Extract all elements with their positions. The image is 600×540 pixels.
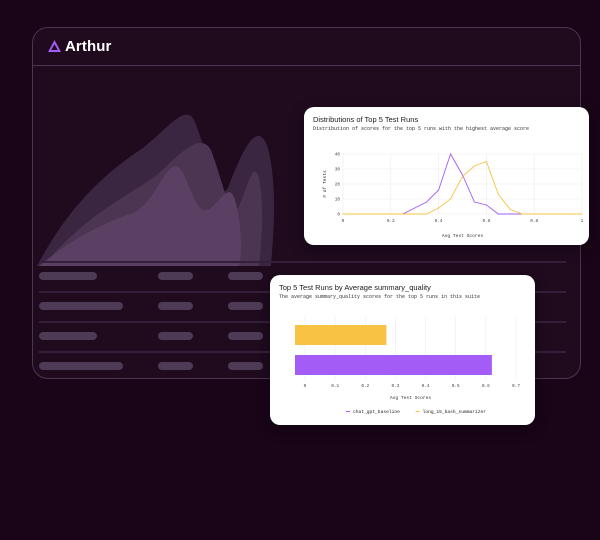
x-tick-label: 0.4 — [435, 219, 443, 224]
data-point — [473, 165, 475, 167]
data-point — [521, 213, 523, 215]
data-point — [485, 204, 487, 206]
data-point — [533, 213, 535, 215]
x-tick-label: 0.4 — [422, 384, 430, 389]
data-point — [461, 174, 464, 176]
placeholder-cell — [39, 302, 123, 310]
average-score-card: Top 5 Test Runs by Average summary_quali… — [270, 275, 535, 425]
legend-label: chat_gpt_baseline — [353, 409, 400, 415]
data-point — [461, 175, 464, 178]
distribution-card-title: Distributions of Top 5 Test Runs — [313, 115, 419, 124]
placeholder-cell — [39, 272, 97, 280]
row-divider — [39, 261, 566, 263]
data-point — [485, 160, 487, 163]
y-tick-label: 0 — [337, 213, 340, 218]
x-tick-label: 0.1 — [331, 384, 339, 389]
distribution-card: Distributions of Top 5 Test Runs Distrib… — [304, 107, 589, 245]
data-point — [414, 213, 416, 215]
average-score-card-title: Top 5 Test Runs by Average summary_quali… — [279, 283, 431, 292]
x-tick-label: 1 — [581, 219, 584, 224]
data-point — [473, 201, 475, 203]
x-tick-label: 0.6 — [482, 384, 490, 389]
data-point — [438, 207, 440, 209]
x-tick-label: 0 — [304, 384, 307, 389]
placeholder-cell — [39, 332, 97, 340]
hero-illustration — [37, 114, 275, 267]
distribution-card-subtitle: Distribution of scores for the top 5 run… — [313, 126, 530, 132]
placeholder-cell — [228, 362, 263, 370]
data-point — [426, 201, 428, 203]
data-point — [414, 207, 416, 209]
x-tick-label: 0.2 — [361, 384, 369, 389]
series-line — [343, 160, 582, 215]
x-tick-label: 0.3 — [391, 384, 399, 389]
x-tick-label: 0.8 — [530, 219, 538, 224]
data-point — [497, 193, 499, 196]
arthur-logo-icon — [48, 40, 61, 52]
x-tick-label: 0 — [342, 219, 345, 224]
placeholder-cell — [158, 362, 193, 370]
x-tick-label: 0.7 — [512, 384, 520, 389]
y-axis-label: # of Tests — [322, 170, 328, 198]
data-point — [450, 153, 452, 155]
data-point — [390, 213, 392, 215]
y-tick-label: 30 — [335, 168, 341, 173]
placeholder-cell — [228, 332, 263, 340]
data-point — [450, 198, 452, 200]
title-bar: Arthur — [33, 28, 580, 66]
placeholder-cell — [228, 302, 263, 310]
x-axis-label: Avg Test Scores — [390, 395, 432, 401]
x-tick-label: 0.6 — [482, 219, 490, 224]
data-point — [438, 189, 440, 191]
legend-label: long_15_bash_summarizer — [423, 409, 487, 415]
data-point — [557, 213, 559, 215]
placeholder-cell — [158, 272, 193, 280]
placeholder-cell — [228, 272, 263, 280]
x-tick-label: 0.5 — [452, 384, 460, 389]
average-score-card-subtitle: The average summary_quality scores for t… — [279, 294, 481, 300]
placeholder-cell — [158, 332, 193, 340]
data-point — [509, 213, 511, 215]
data-point — [342, 213, 344, 215]
average-score-bar-chart: 0 0.1 0.2 0.3 0.4 0.5 0.6 0.7 Avg Test Scores cha… — [295, 317, 520, 415]
distribution-line-chart: 0 10 20 30 40 0 0.2 0.4 0.6 0.8 1 Avg Test Scores # … — [322, 153, 584, 239]
x-axis-label: Avg Test Scores — [442, 233, 484, 239]
bar — [295, 355, 492, 375]
brand-name: Arthur — [65, 38, 112, 55]
data-point — [366, 213, 368, 215]
y-tick-label: 10 — [335, 198, 341, 203]
data-point — [509, 208, 511, 211]
data-point — [426, 213, 428, 215]
placeholder-cell — [39, 362, 123, 370]
x-tick-label: 0.2 — [387, 219, 395, 224]
data-point — [581, 213, 583, 215]
y-tick-label: 20 — [335, 183, 341, 188]
y-tick-label: 40 — [335, 153, 341, 158]
placeholder-cell — [158, 302, 193, 310]
bar — [295, 325, 387, 345]
data-point — [497, 213, 499, 215]
